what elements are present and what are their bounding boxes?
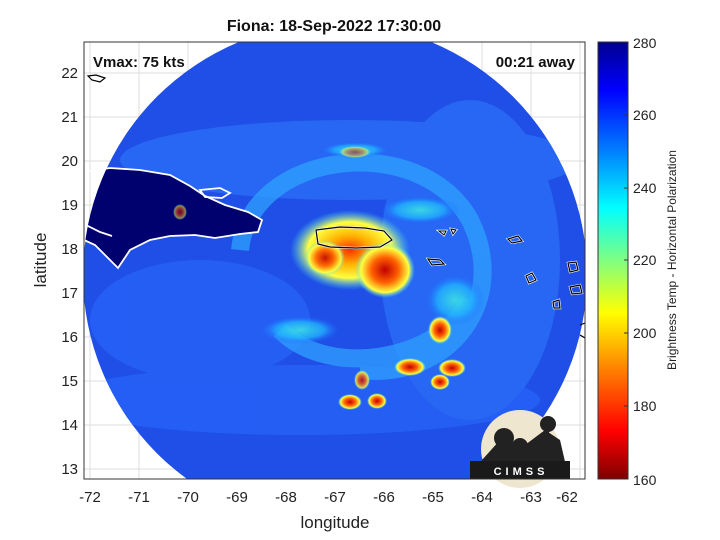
x-tick-label: -71 <box>128 489 150 506</box>
y-tick-label: 20 <box>61 153 78 170</box>
y-tick-label: 22 <box>61 65 78 82</box>
y-tick-label: 13 <box>61 461 78 478</box>
y-tick-label: 15 <box>61 373 78 390</box>
colorbar: 160 180 200 220 240 260 280 Brightness T… <box>597 35 679 488</box>
x-tick-label: -70 <box>177 489 199 506</box>
x-tick-label: -66 <box>373 489 395 506</box>
x-tick-label: -64 <box>471 489 493 506</box>
cimss-logo: CIMSS <box>470 410 570 488</box>
x-tick-label: -62 <box>556 489 578 506</box>
y-tick-label: 18 <box>61 241 78 258</box>
x-tick-label: -65 <box>422 489 444 506</box>
colorbar-tick: 160 <box>633 472 657 488</box>
hispaniola-land <box>84 168 262 268</box>
colorbar-tick: 240 <box>633 180 657 196</box>
microwave-swath <box>84 42 585 479</box>
colorbar-gradient <box>597 41 629 480</box>
coastlines <box>84 74 585 339</box>
colorbar-tick: 200 <box>633 325 657 341</box>
plot-frame <box>83 41 586 480</box>
y-tick-labels: 13 14 15 16 17 18 19 20 21 22 <box>61 65 78 478</box>
colorbar-tick: 260 <box>633 107 657 123</box>
away-label: 00:21 away <box>496 54 576 71</box>
y-axis-label: latitude <box>31 233 50 288</box>
y-tick-label: 14 <box>61 417 78 434</box>
x-tick-label: -72 <box>79 489 101 506</box>
x-axis-label: longitude <box>300 513 369 532</box>
logo-text: CIMSS <box>494 466 549 478</box>
y-tick-label: 16 <box>61 329 78 346</box>
x-tick-label: -68 <box>275 489 297 506</box>
colorbar-tick: 220 <box>633 252 657 268</box>
x-tick-label: -63 <box>520 489 542 506</box>
vmax-label: Vmax: 75 kts <box>93 54 185 71</box>
x-tick-label: -69 <box>226 489 248 506</box>
x-tick-label: -67 <box>324 489 346 506</box>
colorbar-tick: 280 <box>633 35 657 51</box>
chart-title: Fiona: 18-Sep-2022 17:30:00 <box>227 18 441 35</box>
colorbar-tick: 180 <box>633 398 657 414</box>
colorbar-label: Brightness Temp - Horizontal Polarizatio… <box>665 150 679 370</box>
y-tick-label: 19 <box>61 197 78 214</box>
x-tick-labels: -72 -71 -70 -69 -68 -67 -66 -65 -64 -63 … <box>79 489 578 506</box>
y-tick-label: 21 <box>61 109 78 126</box>
y-tick-label: 17 <box>61 285 78 302</box>
